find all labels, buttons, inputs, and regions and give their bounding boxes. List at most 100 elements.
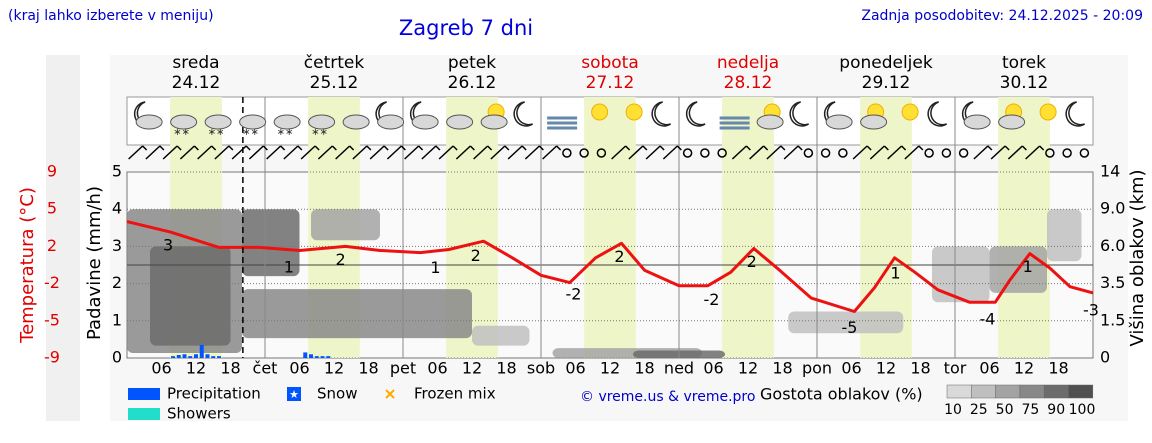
temp-label: 2: [336, 250, 346, 269]
y-tick-label: 1: [112, 310, 122, 329]
wind-barb: [662, 145, 682, 160]
wind-barb: [386, 145, 406, 160]
weather-icon: [860, 103, 888, 130]
temp-tick-label: 9: [47, 162, 57, 181]
cloud: [204, 114, 232, 130]
y-tick-label: 0: [112, 348, 122, 367]
precip-bar: [211, 356, 216, 358]
day-name: torek: [1002, 53, 1046, 73]
cloud-legend-label: 10: [944, 402, 962, 418]
temp-strip: [46, 55, 80, 421]
y-tick-label: 5: [112, 162, 122, 181]
moon: [513, 101, 534, 127]
cloud-legend-label: 25: [970, 402, 988, 418]
cloud-layer: [242, 289, 472, 339]
y2-tick-label: 3.5: [1100, 273, 1125, 292]
x-tick-label: 12: [738, 359, 758, 378]
cloud-legend-label: 50: [996, 402, 1014, 418]
precip-bar: [199, 344, 204, 358]
wind-barb: [869, 145, 889, 160]
snow-flakes: ∗∗: [277, 127, 294, 138]
precip-bar: [326, 356, 331, 358]
day-date: 29.12: [862, 73, 911, 93]
weather-icon: [1065, 101, 1086, 127]
wind-barb: [749, 145, 769, 160]
wind-barb: [300, 145, 320, 160]
temp-tick-label: 5: [47, 199, 57, 218]
cloud-legend-box: [946, 384, 972, 399]
temp-tick-label: -9: [44, 348, 60, 367]
x-tick-label: sob: [527, 359, 555, 378]
temp-label: -2: [704, 290, 720, 309]
x-tick-label: 06: [841, 359, 861, 378]
precip-bar: [314, 356, 319, 358]
weather-icon: [756, 103, 784, 130]
x-tick-label: 06: [151, 359, 171, 378]
precip-bar: [320, 356, 325, 358]
calm: [820, 148, 831, 158]
calm: [596, 148, 607, 158]
wind-barb: [214, 145, 234, 160]
y-tick-label: 3: [112, 236, 122, 255]
temp-tick-label: -5: [44, 310, 60, 329]
x-tick-label: pon: [802, 359, 832, 378]
temp-label: 1: [284, 257, 294, 276]
temp-label: 1: [890, 263, 900, 282]
wind-barb: [352, 145, 372, 160]
daylight-band: [584, 97, 636, 358]
daylight-band: [998, 97, 1050, 358]
cloud-legend-label: 90: [1047, 402, 1065, 418]
day-date: 26.12: [448, 73, 497, 93]
cloud-layer: [932, 246, 990, 303]
cloud-layer: [150, 246, 231, 346]
wind-barb: [473, 145, 493, 160]
weather-icon: [446, 114, 474, 130]
day-date: 28.12: [724, 73, 773, 93]
daylight-band: [722, 97, 774, 358]
day-name: sobota: [581, 53, 639, 73]
wind-barb: [317, 145, 337, 160]
x-tick-label: 18: [220, 359, 240, 378]
wind-barb: [335, 145, 355, 160]
cloud: [963, 114, 991, 130]
wind-barb: [369, 145, 389, 160]
x-tick-label: čet: [253, 359, 278, 378]
hint: (kraj lahko izberete v meniju): [8, 8, 214, 24]
wind-barb: [973, 145, 993, 160]
weather-icon: [961, 101, 991, 130]
snow-flakes: ∗∗: [208, 127, 225, 138]
y-axis-label: Padavine (mm/h): [84, 186, 105, 340]
x-tick-label: 12: [324, 359, 344, 378]
wind-barb: [766, 145, 786, 160]
weather-icon: ∗∗: [204, 114, 232, 138]
calm: [941, 148, 952, 158]
cloud: [446, 114, 474, 130]
cloud-layer: [1047, 209, 1082, 262]
wind-barb: [904, 145, 924, 160]
cloud-legend-box: [1043, 384, 1069, 399]
weather-icon: [998, 103, 1026, 130]
x-tick-label: 12: [1014, 359, 1034, 378]
wind-barb: [611, 145, 631, 160]
y2-tick-label: 9.0: [1100, 199, 1125, 218]
y-tick-label: 4: [112, 199, 122, 218]
moon: [1065, 101, 1086, 127]
temp-tick-label: 2: [47, 236, 57, 255]
clouds: [127, 97, 1082, 358]
temp-label: 3: [163, 235, 173, 254]
wind-barb: [197, 145, 217, 160]
weather-icon: [651, 101, 672, 127]
day-date: 30.12: [1000, 73, 1049, 93]
sun: [1039, 103, 1057, 121]
wind-barb: [731, 145, 751, 160]
calm: [803, 148, 814, 158]
x-tick-label: 06: [289, 359, 309, 378]
weather-icon: [409, 101, 439, 130]
wind-barb: [490, 145, 510, 160]
weather-icon: [1039, 103, 1057, 121]
legend-label: Frozen mix: [414, 385, 496, 403]
wind-barb: [645, 145, 665, 160]
cloud: [135, 114, 163, 130]
wind-barb: [231, 145, 251, 160]
cloud: [998, 114, 1026, 130]
